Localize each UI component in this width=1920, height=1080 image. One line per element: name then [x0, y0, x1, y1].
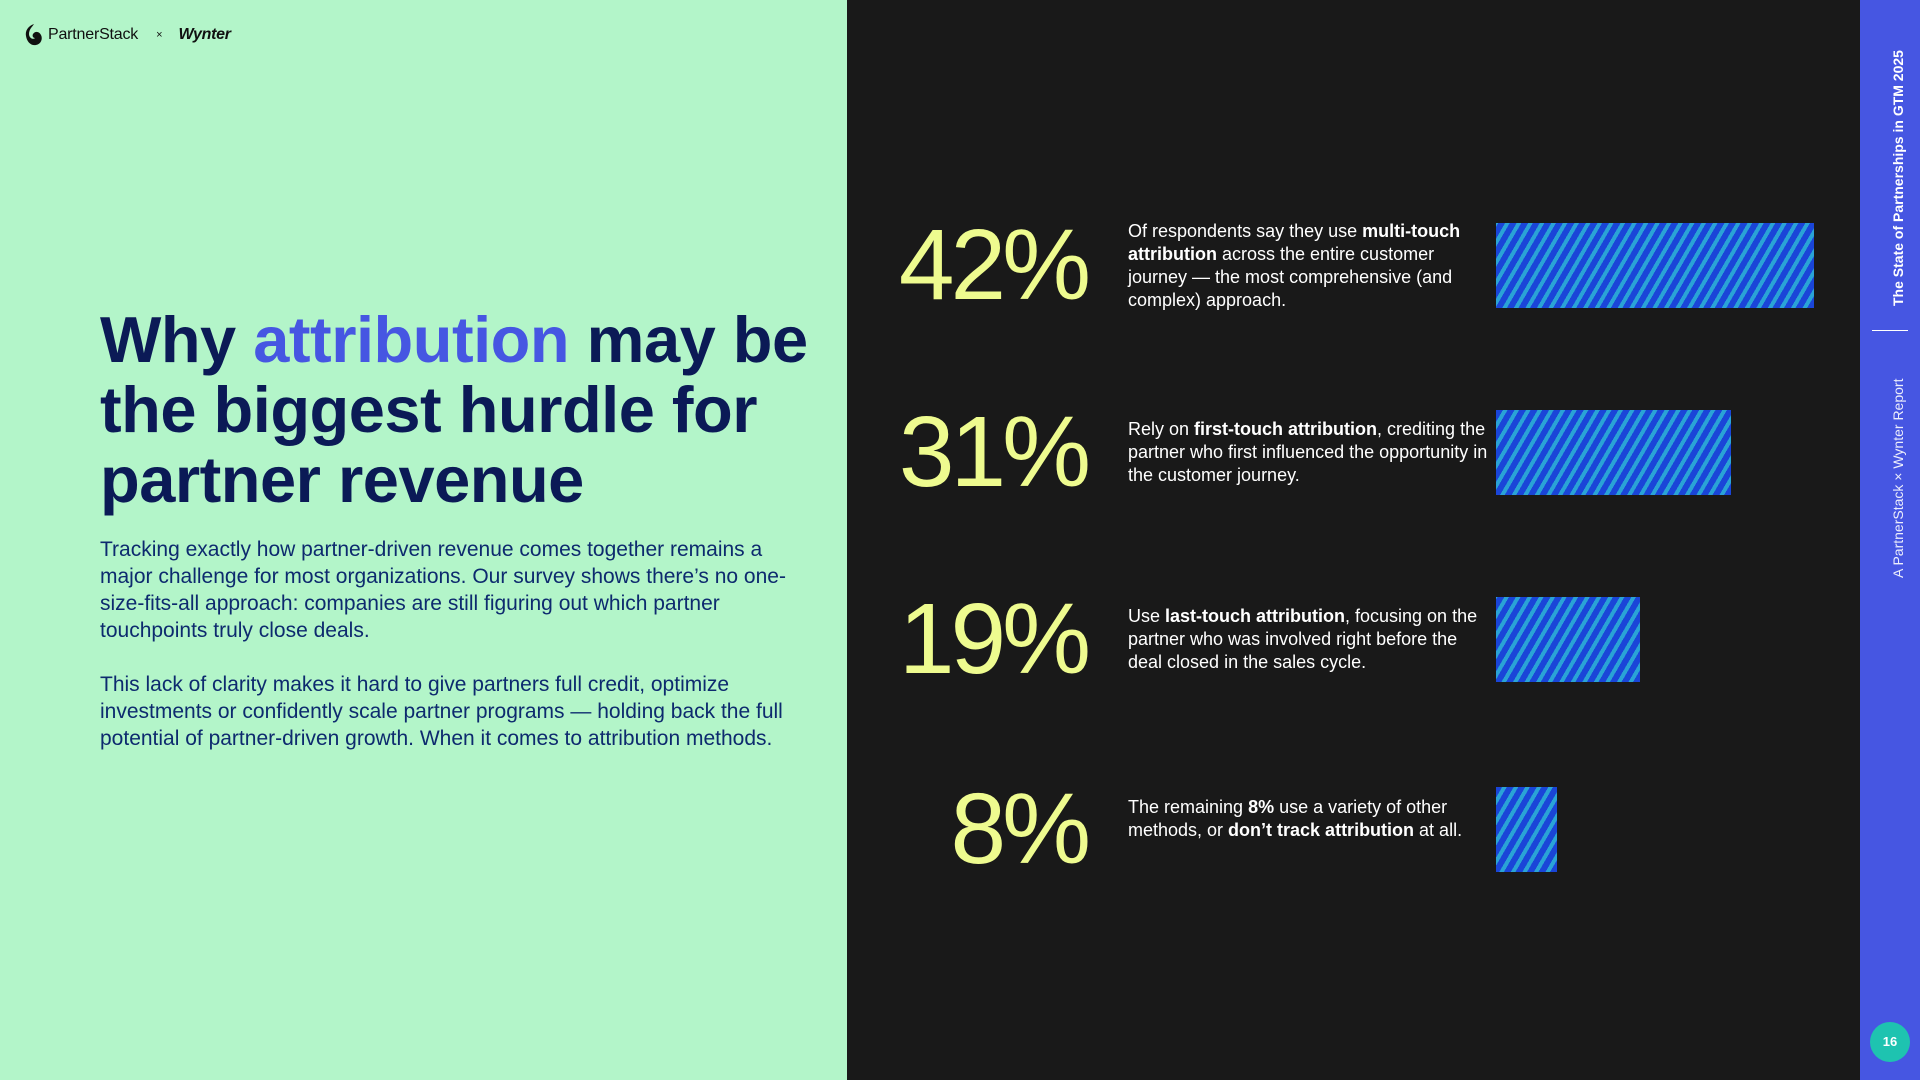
desc-emphasis: first-touch attribution [1194, 419, 1378, 439]
stat-percent: 42% [898, 209, 1091, 321]
desc-text: Of respondents say they use [1128, 221, 1363, 241]
wynter-logo-text: Wynter [178, 26, 231, 43]
desc-text: Use [1128, 606, 1166, 626]
desc-emphasis: last-touch attribution [1165, 606, 1345, 626]
partnerstack-logo-icon [25, 24, 42, 46]
stat-percent: 19% [898, 583, 1091, 695]
report-subtitle: A PartnerStack × Wynter Report [1890, 378, 1906, 578]
desc-text: , crediting the partner who first influe… [1128, 419, 1488, 485]
report-sidebar: The State of Partnerships in GTM 2025 A … [1860, 0, 1920, 1080]
page-title: Why attribution may be the biggest hurdl… [100, 305, 840, 515]
desc-text: use a variety of other methods, or [1128, 797, 1448, 840]
desc-text: The remaining [1128, 797, 1249, 817]
stat-description: Rely on first-touch attribution, crediti… [1128, 418, 1488, 487]
intro-paragraph-1: Tracking exactly how partner-driven reve… [100, 538, 786, 642]
desc-emphasis: don’t track attribution [1228, 820, 1415, 840]
desc-emphasis: 8% [1248, 797, 1275, 817]
bar-first-touch [1496, 410, 1731, 495]
stat-row-first-touch: 31% Rely on first-touch attribution, cre… [847, 396, 1860, 508]
brand-logos: PartnerStack × Wynter [24, 22, 231, 48]
stat-description: The remaining 8% use a variety of other … [1128, 796, 1488, 842]
partnerstack-logo-text: PartnerStack [48, 26, 139, 43]
bar-last-touch [1496, 597, 1640, 682]
report-title: The State of Partnerships in GTM 2025 [1890, 50, 1906, 306]
sidebar-divider [1872, 330, 1908, 331]
stat-row-multi-touch: 42% Of respondents say they use multi-to… [847, 209, 1860, 321]
desc-text: , focusing on the partner who was involv… [1128, 606, 1478, 672]
page-number-badge: 16 [1870, 1022, 1910, 1062]
desc-emphasis: multi-touch attribution [1128, 221, 1461, 264]
stat-percent: 31% [898, 396, 1091, 508]
logo-separator: × [156, 29, 163, 41]
stat-description: Use last-touch attribution, focusing on … [1128, 605, 1488, 674]
title-accent-word: attribution [253, 303, 570, 376]
bar-other [1496, 787, 1557, 872]
desc-text: Rely on [1128, 419, 1195, 439]
desc-text: across the entire customer journey — the… [1128, 244, 1453, 310]
stat-row-last-touch: 19% Use last-touch attribution, focusing… [847, 583, 1860, 695]
bar-multi-touch [1496, 223, 1814, 308]
stats-panel: 42% Of respondents say they use multi-to… [847, 0, 1860, 1080]
stat-row-other: 8% The remaining 8% use a variety of oth… [847, 773, 1860, 885]
stat-description: Of respondents say they use multi-touch … [1128, 220, 1488, 312]
left-panel: PartnerStack × Wynter Why attribution ma… [0, 0, 847, 1080]
stat-percent: 8% [950, 773, 1091, 885]
desc-text: at all. [1414, 820, 1463, 840]
intro-paragraph-2: This lack of clarity makes it hard to gi… [100, 673, 783, 750]
title-part-2: may be the biggest hurdle for partner re… [100, 303, 808, 516]
title-part-1: Why [100, 303, 254, 376]
